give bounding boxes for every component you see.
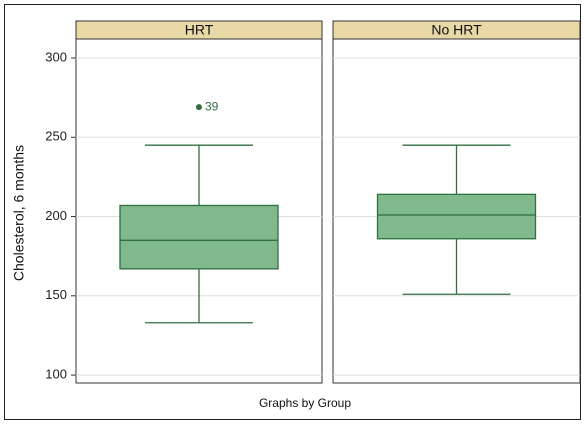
panels-layer: HRT 39 No HRT: [75, 20, 581, 384]
y-tick-label: 150: [45, 287, 67, 302]
panel-hrt: HRT 39: [75, 20, 323, 384]
y-axis: 100 150 200 250 300: [45, 49, 76, 382]
panel-strip-label: No HRT: [431, 22, 482, 38]
outlier-point: [196, 104, 202, 111]
iqr-box: [119, 204, 279, 270]
panel-no-hrt: No HRT: [332, 20, 581, 384]
panel-strip: [75, 20, 323, 40]
y-tick-label: 300: [45, 49, 67, 64]
y-tick-label: 200: [45, 208, 67, 223]
panel-strip: [332, 20, 581, 40]
graphs-by-group-note: Graphs by Group: [259, 396, 351, 410]
y-axis-title: Cholesterol, 6 months: [11, 145, 27, 281]
y-tick-label: 250: [45, 129, 67, 144]
outlier-label: 39: [205, 99, 219, 113]
iqr-box: [376, 193, 537, 240]
y-tick-label: 100: [45, 367, 67, 382]
panel-strip-label: HRT: [185, 22, 214, 38]
